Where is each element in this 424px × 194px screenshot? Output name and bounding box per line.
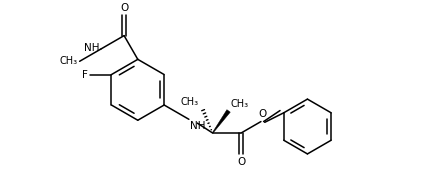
Polygon shape [212, 110, 230, 133]
Text: CH₃: CH₃ [180, 97, 198, 107]
Text: F: F [82, 70, 88, 80]
Text: CH₃: CH₃ [231, 99, 249, 109]
Text: NH: NH [190, 121, 206, 131]
Text: O: O [258, 108, 266, 119]
Text: CH₃: CH₃ [59, 56, 77, 66]
Text: O: O [237, 157, 245, 167]
Text: NH: NH [84, 43, 99, 53]
Text: O: O [120, 3, 128, 13]
